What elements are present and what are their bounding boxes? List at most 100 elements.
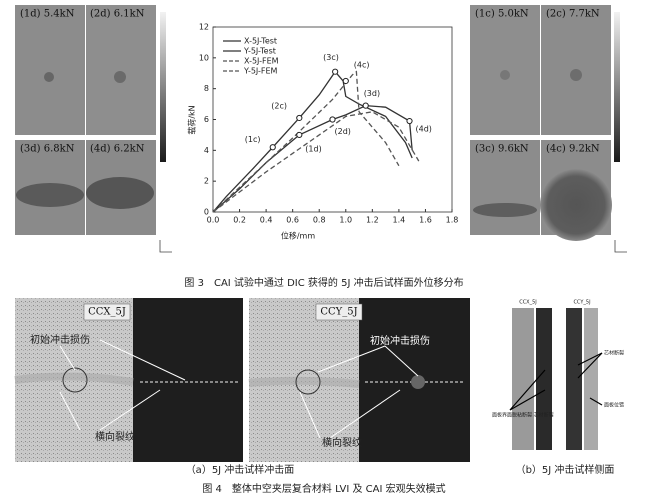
dic-image: [86, 5, 156, 135]
x-tick-label: 1.2: [366, 216, 379, 225]
y-tick-label: 0: [204, 208, 209, 217]
annotation-point: [406, 117, 413, 125]
damage-zone: [473, 203, 537, 217]
crack-band: [248, 376, 360, 388]
annotation-point: [296, 131, 303, 139]
damage-marker: [295, 369, 321, 395]
annotation-label: (1c): [245, 135, 261, 144]
y-tick-label: 4: [204, 146, 209, 155]
annotation-label: (2d): [335, 127, 351, 136]
annotation: 横向裂纹: [322, 436, 362, 449]
damage-marker: [411, 375, 425, 389]
panel-label: (3c) 9.6kN: [475, 144, 529, 155]
x-tick-label: 0.0: [207, 216, 220, 225]
figure-caption: 图 3 CAI 试验中通过 DIC 获得的 5J 冲击后试样面外位移分布: [184, 276, 463, 289]
impact-spot: [44, 72, 54, 82]
colorbar: [160, 12, 166, 162]
annotation: 面板界面脱粘断裂 芯材断裂: [492, 412, 554, 419]
crack-band: [14, 372, 134, 386]
impact-spot: [570, 69, 582, 81]
photo: [566, 308, 582, 450]
annotation-point: [342, 77, 349, 85]
legend-label: X-5J-FEM: [244, 57, 279, 66]
figure-caption: 图 4 整体中空夹层复合材料 LVI 及 CAI 宏观失效模式: [202, 482, 445, 495]
series-line: [212, 70, 400, 213]
side-view-photos: CCX_5J CCY_5J 面板界面脱粘断裂 芯材断裂 芯材断裂 面板位错: [492, 300, 624, 450]
load-displacement-chart: 位移/mm 载荷/kN 0.0 0.2 0.4 0.6 0.8 1.0 1.2 1.4 1.6 1…: [187, 23, 459, 241]
dic-image: [15, 5, 85, 135]
x-tick-label: 1.8: [446, 216, 459, 225]
annotation-label: (1d): [305, 144, 321, 153]
callout-lines: [59, 339, 419, 439]
y-tick-label: 8: [204, 84, 209, 93]
colorbar: [614, 12, 620, 162]
panel-label: (2d) 6.1kN: [90, 9, 145, 20]
annotation-point: [269, 144, 276, 151]
annotation-point: [332, 68, 339, 75]
x-tick-label: 0.6: [286, 216, 299, 225]
x-axis-label: 位移/mm: [281, 231, 315, 241]
left-dic-images: (1d) 5.4kN (2d) 6.1kN (3d) 6.8kN (4d) 6.…: [15, 5, 172, 253]
panel-label: (4c) 9.2kN: [546, 144, 600, 155]
impact-face-photos: CCX_5J CCY_5J 初始冲击损伤 横向裂纹 初始冲击损伤 横向裂纹: [14, 298, 470, 462]
specimen-label: CCX_5J: [88, 307, 126, 318]
annotation-point: [296, 114, 303, 122]
annotation: 初始冲击损伤: [30, 333, 90, 346]
damage-zone: [86, 177, 154, 209]
annotation-label: (4d): [416, 125, 432, 134]
impact-spot: [114, 71, 126, 83]
subcaption: （b）5J 冲击试样侧面: [516, 463, 615, 476]
series-line: [212, 70, 413, 213]
y-axis-label: 载荷/kN: [187, 105, 197, 134]
damage-zone: [540, 169, 612, 241]
annotation: 面板位错: [604, 402, 624, 409]
annotation-label: (2c): [271, 101, 287, 110]
photo: [536, 308, 552, 450]
x-tick-label: 0.8: [313, 216, 326, 225]
annotation: 横向裂纹: [95, 430, 135, 443]
x-tick-label: 1.0: [339, 216, 352, 225]
annotation-point: [329, 116, 336, 123]
panel-label: (1d) 5.4kN: [20, 9, 75, 20]
right-dic-images: (1c) 5.0kN (2c) 7.7kN (3c) 9.6kN (4c) 9.…: [470, 5, 627, 253]
y-tick-label: 6: [204, 115, 209, 124]
legend-label: X-5J-Test: [244, 37, 277, 46]
y-tick-label: 12: [199, 23, 209, 32]
callout-arrows: [509, 352, 603, 411]
axis-icon: [614, 240, 627, 253]
annotation-label: (3c): [323, 53, 339, 62]
damage-marker: [62, 367, 88, 393]
legend-label: Y-5J-Test: [243, 47, 276, 56]
damage-zone: [16, 183, 84, 207]
photo: [512, 308, 534, 450]
x-tick-label: 0.2: [233, 216, 246, 225]
label-box: [315, 303, 363, 321]
y-tick-label: 2: [204, 177, 209, 186]
specimen-label: CCY_5J: [320, 307, 357, 318]
x-tick-label: 1.6: [419, 216, 432, 225]
impact-spot: [500, 70, 510, 80]
x-tick-label: 1.4: [393, 216, 406, 225]
panel-label: (1c) 5.0kN: [475, 9, 529, 20]
legend-label: Y-5J-FEM: [243, 67, 278, 76]
annotation-point: [362, 102, 369, 109]
series-line: [212, 104, 413, 213]
annotation: 芯材断裂: [604, 350, 624, 357]
dic-image: [470, 140, 540, 235]
annotation-label: (4c): [354, 60, 370, 69]
panel-label: (4d) 6.2kN: [90, 144, 145, 155]
annotation-label: (3d): [364, 89, 380, 98]
side-label: CCY_5J: [573, 300, 590, 306]
y-tick-label: 10: [199, 53, 209, 62]
photo: [133, 298, 243, 462]
photo: [584, 308, 598, 450]
series-line: [212, 111, 420, 213]
annotation: 初始冲击损伤: [370, 334, 430, 347]
subcaption: （a）5J 冲击试样冲击面: [186, 463, 295, 476]
axis-icon: [159, 240, 172, 253]
side-label: CCX_5J: [519, 300, 537, 306]
panel-label: (2c) 7.7kN: [546, 9, 600, 20]
x-tick-label: 0.4: [260, 216, 273, 225]
panel-label: (3d) 6.8kN: [20, 144, 75, 155]
